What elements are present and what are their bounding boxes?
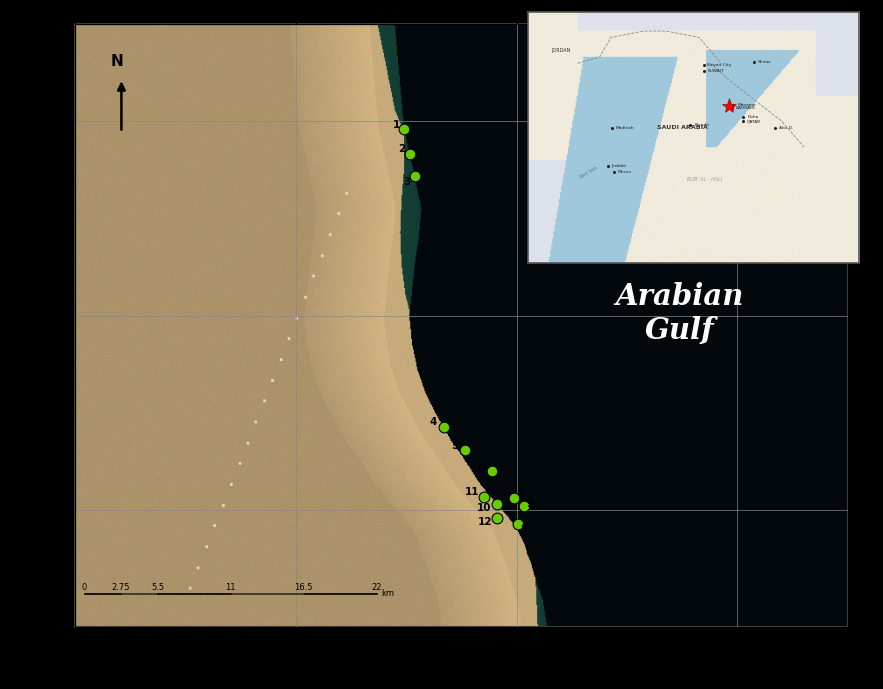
Point	[408, 170, 422, 181]
Bar	[121, 593, 157, 595]
Text: Doha: Doha	[747, 116, 758, 119]
Text: 5.5: 5.5	[151, 582, 164, 592]
Text: Mecca: Mecca	[618, 169, 632, 174]
Text: 8: 8	[520, 524, 527, 533]
Text: Jeddah: Jeddah	[611, 165, 627, 169]
Point	[437, 422, 451, 433]
Bar	[230, 593, 304, 595]
Point	[458, 445, 472, 456]
Point	[511, 518, 525, 529]
Text: 4: 4	[430, 418, 437, 427]
Text: SAUDI ARABIA: SAUDI ARABIA	[657, 125, 708, 130]
Text: Abu D.: Abu D.	[779, 126, 794, 130]
Point	[397, 124, 411, 135]
Point	[477, 491, 491, 502]
Point	[403, 148, 417, 159]
Point	[517, 501, 531, 512]
Text: Kuwait City: Kuwait City	[707, 63, 732, 67]
Text: QATAR: QATAR	[747, 119, 761, 123]
Text: KUWAIT: KUWAIT	[707, 69, 724, 73]
Text: 12: 12	[478, 517, 493, 526]
Text: 6: 6	[478, 463, 485, 473]
Text: 7: 7	[517, 490, 525, 500]
Text: Shiraz: Shiraz	[758, 60, 772, 64]
Text: Arabian
Gulf: Arabian Gulf	[615, 282, 743, 345]
Text: 5: 5	[451, 441, 458, 451]
Text: Riyadh: Riyadh	[694, 123, 709, 127]
Text: 0: 0	[82, 582, 87, 592]
Text: JORDAN: JORDAN	[552, 48, 570, 53]
Point	[507, 493, 521, 504]
Text: 11: 11	[225, 582, 236, 592]
Text: RUB' AL - HALI: RUB' AL - HALI	[687, 177, 722, 182]
Text: N: N	[111, 54, 124, 69]
Bar	[84, 593, 121, 595]
Point	[490, 499, 504, 510]
Point	[485, 466, 499, 477]
Text: km: km	[381, 588, 394, 597]
Text: BAHRAIN: BAHRAIN	[736, 106, 756, 110]
Text: 2: 2	[398, 144, 405, 154]
Text: 10: 10	[477, 502, 491, 513]
Text: Madinah: Madinah	[615, 126, 634, 130]
Point	[490, 513, 504, 524]
Text: 1: 1	[393, 119, 400, 130]
Text: 9: 9	[526, 499, 533, 509]
Text: 3: 3	[404, 177, 411, 187]
Text: Manama: Manama	[737, 103, 756, 107]
Text: Red Sea: Red Sea	[579, 165, 599, 181]
Text: 16.5: 16.5	[294, 582, 313, 592]
Text: 2.75: 2.75	[111, 582, 130, 592]
Bar	[304, 593, 377, 595]
Text: 11: 11	[464, 487, 479, 497]
Bar	[157, 593, 230, 595]
Text: 22: 22	[372, 582, 382, 592]
